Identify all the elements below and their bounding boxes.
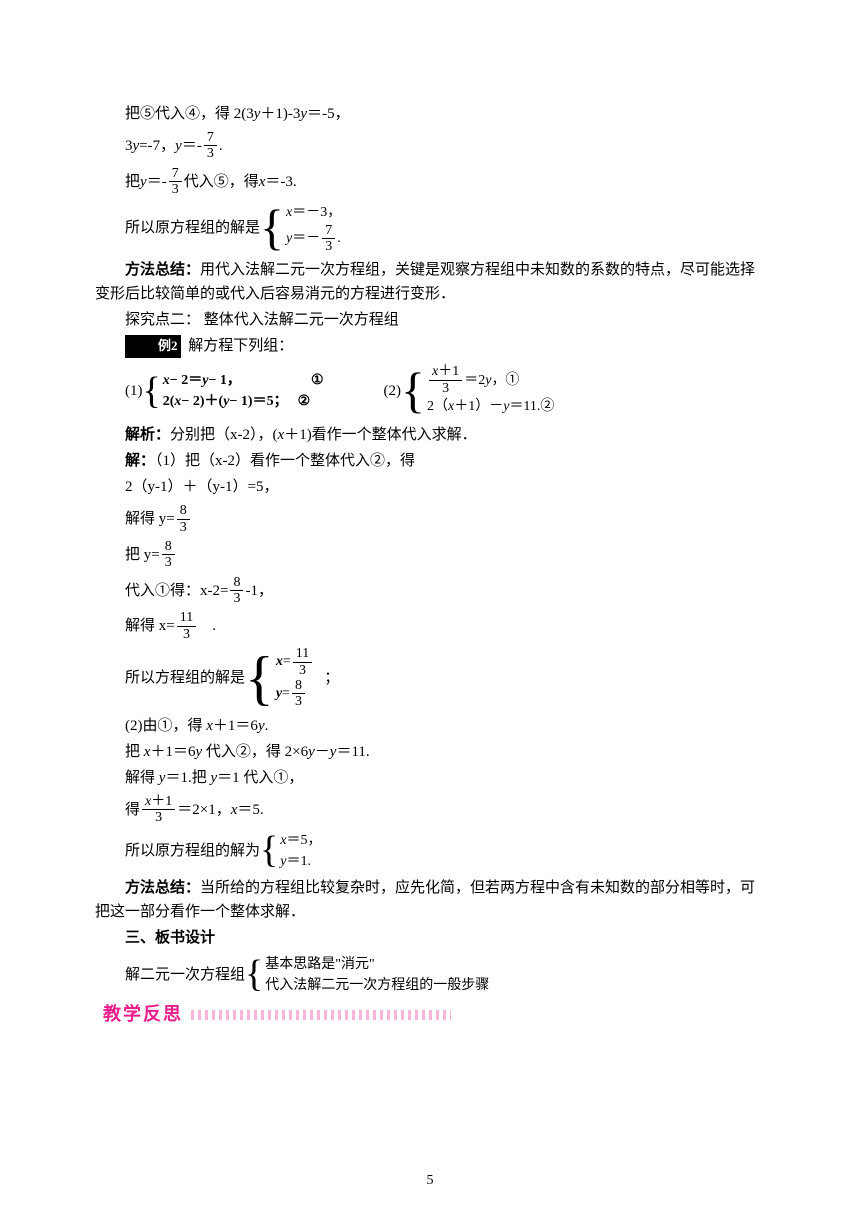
example-badge: 例2 [125, 335, 181, 358]
method-summary-2: 方法总结：当所给的方程组比较复杂时，应先化简，但若两方程中含有未知数的部分相等时… [95, 876, 765, 924]
page-number: 5 [427, 1170, 434, 1192]
sol2-step4: 得 x＋13 ＝2×1，x＝5. [125, 794, 765, 826]
solve-x-2: 解得 x= 113 . [125, 610, 765, 642]
sub-y-2: 把 y= 83 [125, 539, 765, 571]
solution-set-2: 所以方程组的解是 { x = 113 y = 83 ； [125, 646, 765, 710]
solve-y-2: 解得 y= 83 [125, 503, 765, 535]
sol2-step3: 解得 y＝1.把 y＝1 代入①， [95, 766, 765, 790]
decorative-dots [191, 1010, 451, 1020]
sol2-solution: 所以原方程组的解为 { x＝5， y＝1. [125, 830, 765, 872]
sol2-step2: 把 x＋1＝6y 代入②，得 2×6y－y＝11. [95, 740, 765, 764]
system-2: (2) { x＋13＝2y，① 2（x＋1）－y＝11.② [384, 364, 555, 417]
board-content: 解二元一次方程组 { 基本思路是"消元" 代入法解二元一次方程组的一般步骤 [125, 954, 765, 996]
equation-systems: (1) { x − 2＝y − 1，① 2(x − 2)＋(y − 1)＝5；②… [125, 364, 765, 417]
solution-1-eq: 2（y-1）＋（y-1）=5， [95, 475, 765, 499]
sub-into-1: 代入①得：x-2= 83-1， [125, 575, 765, 607]
analysis: 解析：分别把（x-2），(x＋1)看作一个整体代入求解． [95, 423, 765, 447]
example-2-title: 例2 解方程下列组： [95, 334, 765, 358]
system-1: (1) { x − 2＝y − 1，① 2(x − 2)＋(y − 1)＝5；② [125, 370, 324, 412]
teaching-reflection-banner: 教学反思 [95, 1002, 765, 1028]
sol2-step1: (2)由①，得 x＋1＝6y. [95, 714, 765, 738]
board-design-title: 三、板书设计 [95, 926, 765, 950]
inquiry-point-2: 探究点二： 整体代入法解二元一次方程组 [95, 308, 765, 332]
sub-y-into-5: 把 y＝- 73 代入⑤，得 x＝-3. [125, 166, 765, 198]
method-summary-1: 方法总结：用代入法解二元一次方程组，关键是观察方程组中未知数的系数的特点，尽可能… [95, 258, 765, 306]
solve-y-step: 3y=-7， y＝- 73. [125, 130, 765, 162]
solution-system-1: 所以原方程组的解是 { x＝－3， y＝－73. [125, 202, 765, 255]
solution-1-intro: 解：（1）把（x-2）看作一个整体代入②，得 [95, 449, 765, 473]
step-sub-5-into-4: 把⑤代入④，得 2(3y＋1)-3y＝-5， [95, 102, 765, 126]
reflection-label: 教学反思 [95, 1000, 191, 1029]
